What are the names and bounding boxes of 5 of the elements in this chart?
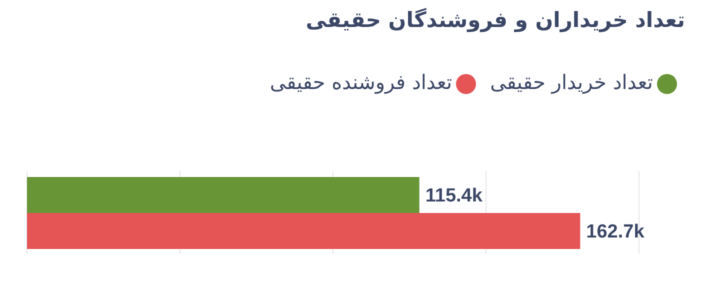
data-label: 162.7k: [586, 222, 645, 243]
data-label: 115.4k: [425, 186, 483, 207]
legend-label: تعداد خریدار حقیقی: [490, 70, 653, 94]
legend-label: تعداد فروشنده حقیقی: [270, 70, 452, 94]
chart-title: تعداد خریداران و فروشندگان حقیقی: [306, 8, 685, 32]
